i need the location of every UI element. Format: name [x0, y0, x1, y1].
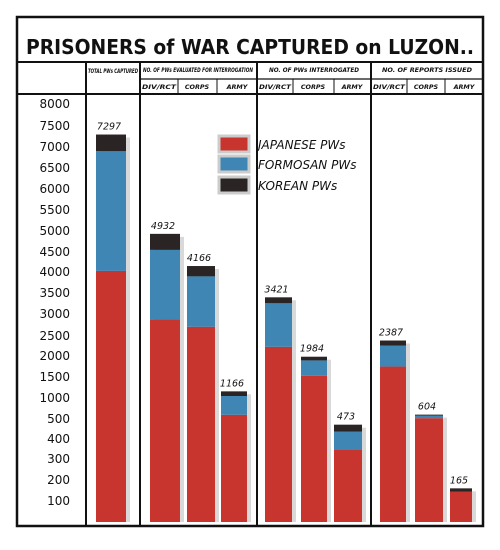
group-label-evaluated: NO. OF PWs EVALUATED FOR INTERROGATION [143, 66, 253, 74]
y-tick-label: 4000 [39, 265, 70, 279]
bar-segment-formosan [221, 396, 247, 415]
bar-total-label: 3421 [264, 284, 288, 295]
stacked-bar: 7297 [96, 122, 130, 522]
y-tick-label: 6500 [39, 161, 70, 175]
y-tick-label: 500 [47, 412, 70, 426]
bar-segment-formosan [96, 151, 126, 271]
bar-total-label: 7297 [97, 122, 121, 133]
group-label-total: TOTAL PWs CAPTURED [88, 67, 138, 75]
bar-segment-japanese [380, 366, 406, 522]
y-tick-label: 7500 [39, 119, 70, 133]
sublabel-army: ARMY [226, 83, 249, 91]
bar-segment-formosan [265, 303, 292, 347]
y-tick-label: 5500 [39, 203, 70, 217]
chart-frame [15, 15, 485, 528]
stacked-bar: 165 [450, 475, 476, 522]
bar-total-label: 165 [450, 475, 468, 486]
y-tick-label: 7000 [39, 140, 70, 154]
bar-total-label: 4932 [151, 221, 175, 232]
stacked-bar: 604 [415, 402, 447, 522]
bar-total-label: 473 [337, 412, 355, 423]
group-label-interrogated: NO. OF PWs INTERROGATED [269, 66, 360, 74]
bar-segment-japanese [265, 346, 292, 522]
y-axis: 8000 7500 7000 6500 6000 5500 5000 4500 … [39, 97, 70, 508]
y-tick-label: 300 [47, 452, 70, 466]
y-tick-label: 1000 [39, 391, 70, 405]
y-tick-label: 8000 [39, 97, 70, 111]
bar-segment-japanese [301, 375, 327, 522]
bar-segment-korean [415, 414, 443, 416]
y-tick-label: 1500 [39, 370, 70, 384]
bar-segment-korean [334, 424, 362, 432]
y-tick-label: 200 [47, 473, 70, 487]
bar-segment-korean [265, 297, 292, 304]
bar-segment-formosan [301, 360, 327, 376]
legend-swatch-japanese [217, 134, 251, 154]
stacked-bar: 1984 [300, 344, 331, 522]
legend-label-korean: KOREAN PWs [258, 179, 337, 193]
sublabel-army: ARMY [341, 83, 364, 91]
bar-segment-korean [150, 233, 180, 250]
stacked-bar: 1166 [220, 378, 251, 522]
bar-total-label: 4166 [187, 253, 211, 264]
bar-total-label: 1984 [300, 344, 324, 355]
bar-segment-formosan [187, 276, 215, 327]
bar-segment-japanese [187, 326, 215, 522]
bar-segment-korean [221, 391, 247, 396]
bar-segment-japanese [334, 450, 362, 522]
stacked-bar: 4932 [150, 221, 184, 522]
chart-title: PRISONERS of WAR CAPTURED on LUZON.. [26, 35, 474, 59]
legend-swatch-formosan [217, 154, 251, 174]
y-tick-label: 5000 [39, 224, 70, 238]
bar-segment-formosan [334, 431, 362, 450]
y-tick-label: 2000 [39, 349, 70, 363]
y-tick-label: 3500 [39, 286, 70, 300]
sublabel-div-rct: DIV/RCT [373, 83, 406, 91]
stacked-bar: 4166 [187, 253, 219, 522]
sublabel-div-rct: DIV/RCT [259, 83, 292, 91]
bar-segment-japanese [450, 491, 472, 522]
stacked-bar: 3421 [264, 284, 296, 522]
bar-total-label: 1166 [220, 378, 244, 389]
group-label-reports: NO. OF REPORTS ISSUED [382, 66, 473, 74]
stacked-bar: 2387 [379, 328, 410, 522]
bars-layer: 7297 4932 4166 1166 3421 1984 473 2387 604 165 [96, 122, 476, 522]
y-tick-label: 100 [47, 494, 70, 508]
y-tick-label: 6000 [39, 182, 70, 196]
bar-segment-korean [450, 488, 472, 492]
bar-segment-korean [96, 134, 126, 152]
legend-label-formosan: FORMOSAN PWs [258, 158, 356, 172]
legend-label-japanese: JAPANESE PWs [256, 138, 346, 152]
bar-segment-japanese [221, 414, 247, 522]
bar-total-label: 604 [418, 402, 436, 413]
y-tick-label: 3000 [39, 307, 70, 321]
y-tick-label: 400 [47, 432, 70, 446]
bar-segment-formosan [415, 415, 443, 419]
bar-segment-formosan [150, 249, 180, 320]
bar-segment-japanese [96, 270, 126, 522]
sublabel-corps: CORPS [185, 83, 210, 91]
bar-segment-japanese [415, 418, 443, 522]
legend-swatch-korean [217, 175, 251, 195]
legend: JAPANESE PWs FORMOSAN PWs KOREAN PWs [217, 134, 356, 195]
bar-segment-korean [380, 340, 406, 346]
sublabel-corps: CORPS [301, 83, 326, 91]
stacked-bar: 473 [334, 412, 366, 522]
sublabel-div-rct: DIV/RCT [142, 83, 177, 91]
bar-segment-korean [301, 356, 327, 361]
sublabel-corps: CORPS [414, 83, 439, 91]
bar-segment-japanese [150, 319, 180, 522]
y-tick-label: 4500 [39, 245, 70, 259]
bar-segment-korean [187, 266, 215, 277]
bar-segment-formosan [380, 345, 406, 367]
y-tick-label: 2500 [39, 329, 70, 343]
bar-total-label: 2387 [379, 328, 403, 339]
sublabel-army: ARMY [453, 83, 476, 91]
